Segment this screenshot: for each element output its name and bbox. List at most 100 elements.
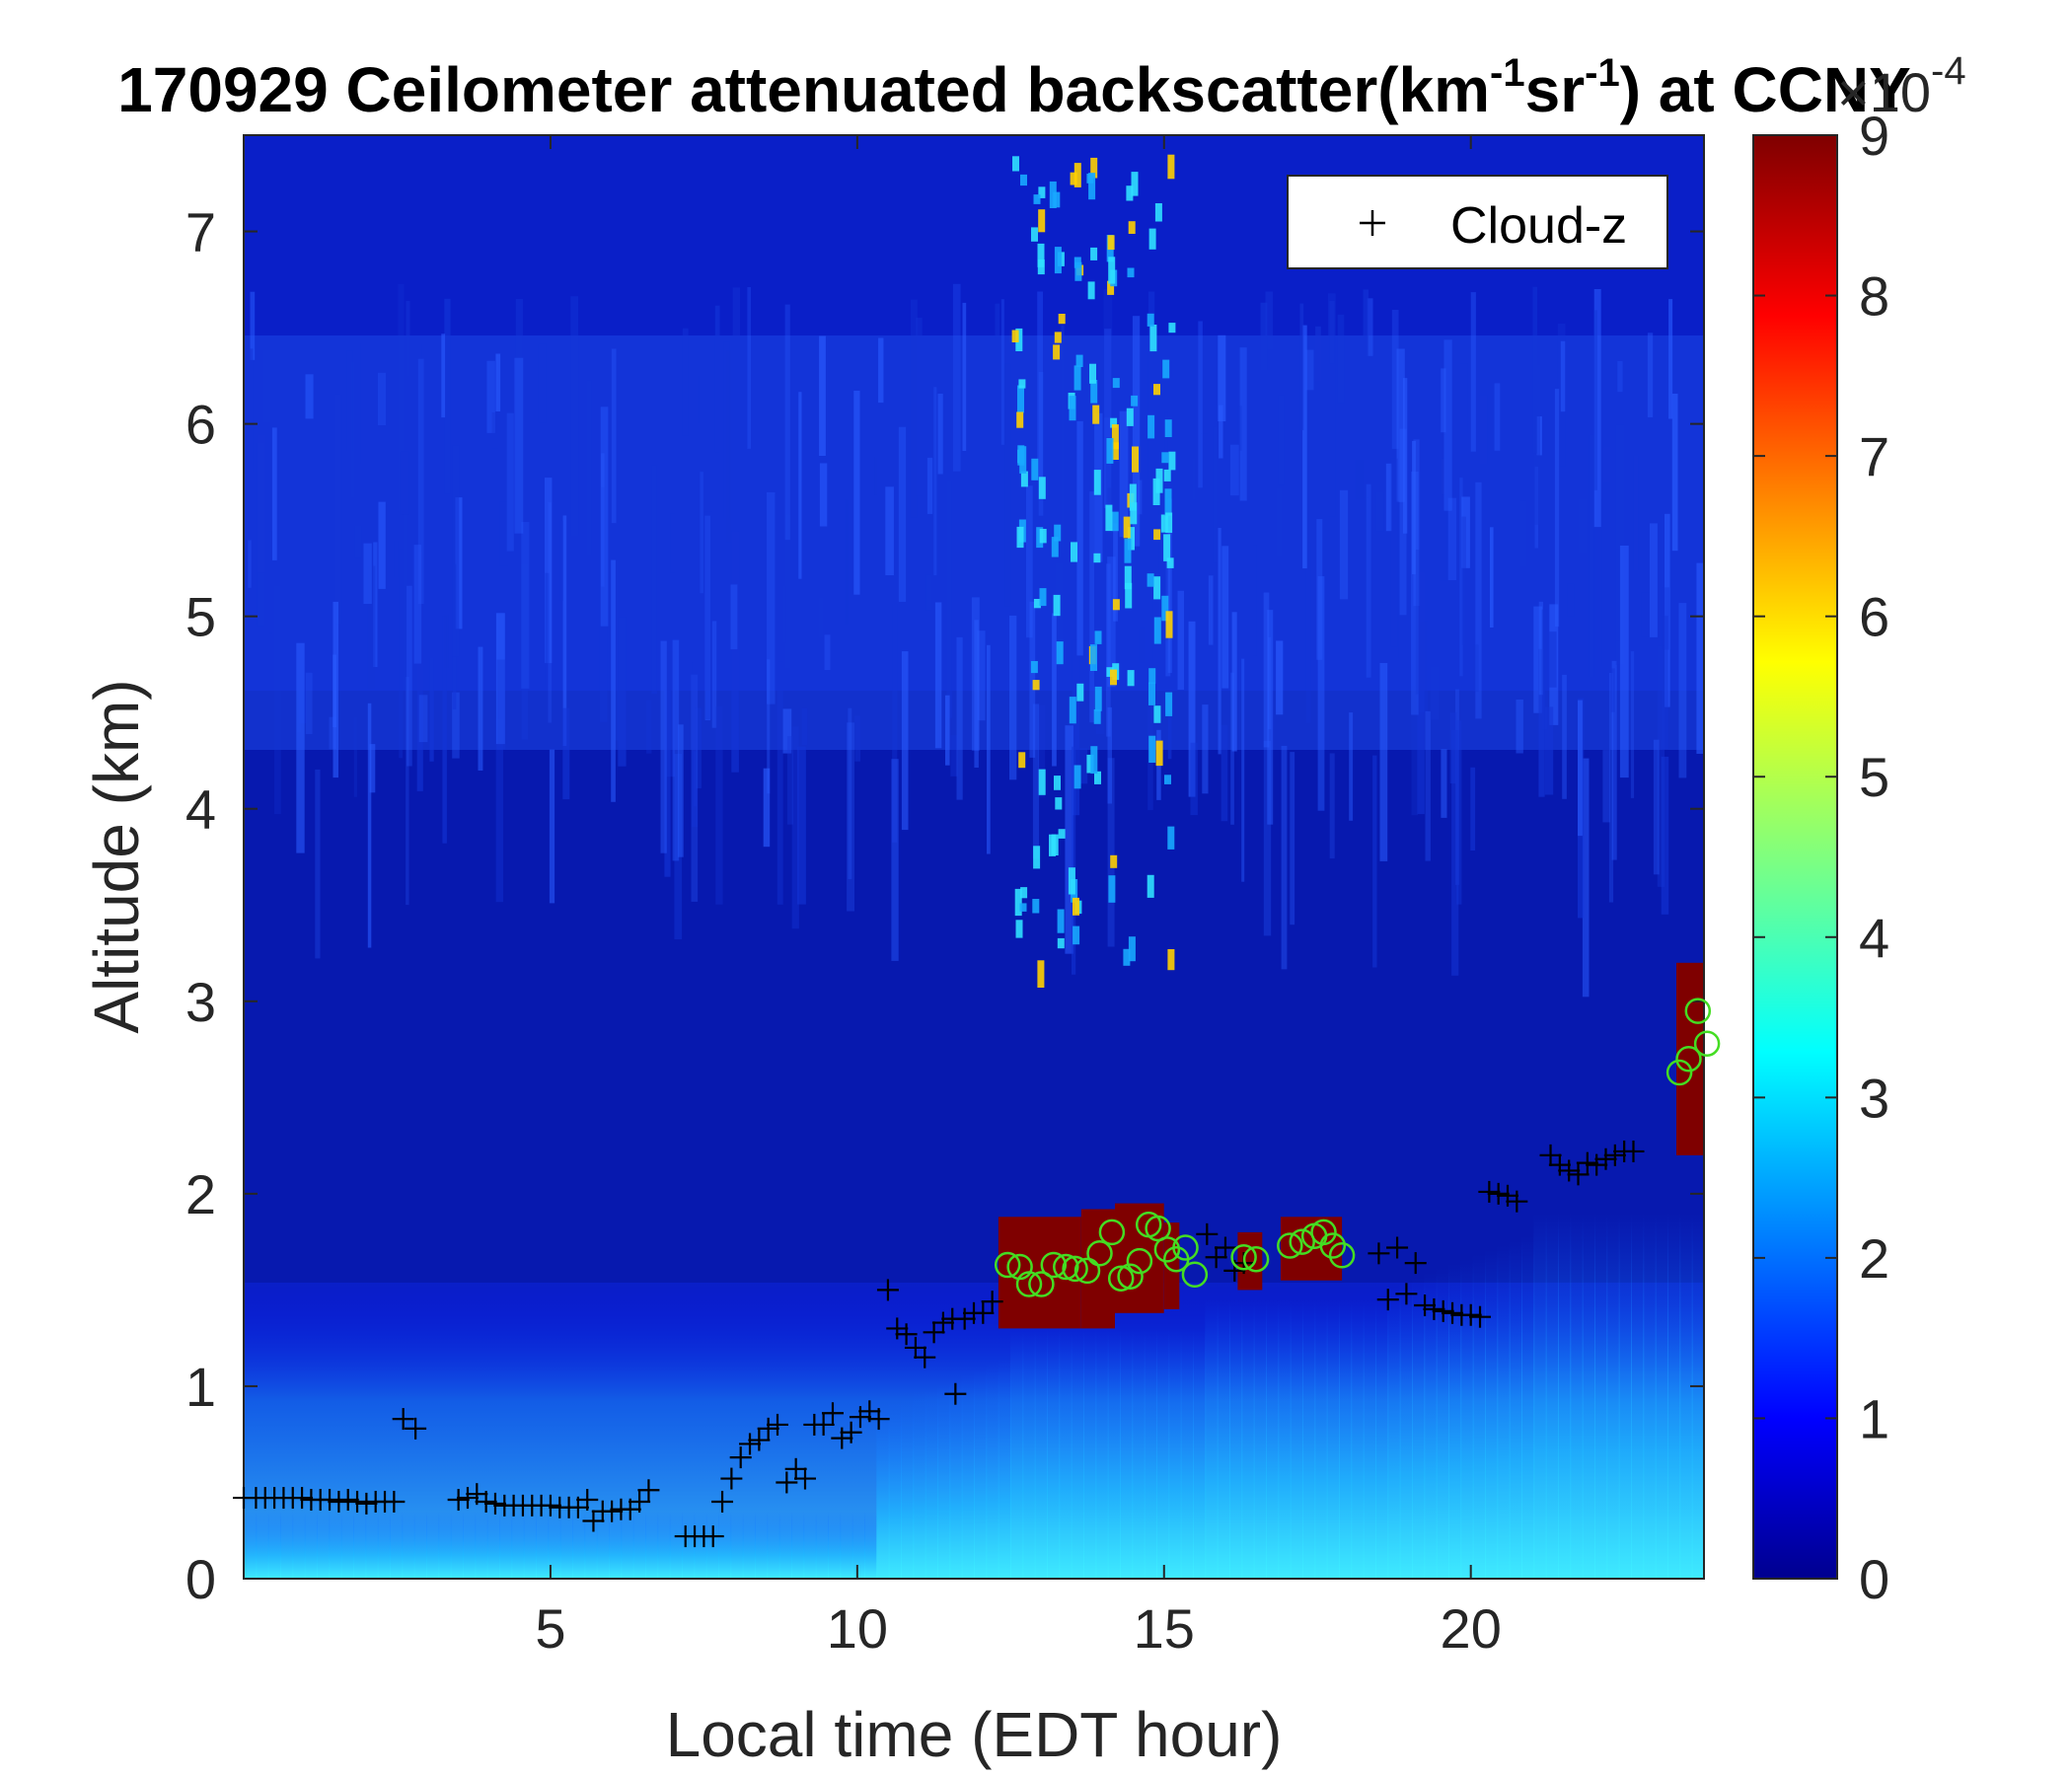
texture-streak xyxy=(1241,658,1245,882)
cloud-z-point xyxy=(953,1307,976,1330)
texture-streak xyxy=(1611,660,1617,860)
texture-streak xyxy=(848,707,852,880)
x-tick-label: 15 xyxy=(1134,1597,1195,1660)
texture-streak xyxy=(1593,289,1601,528)
y-axis-label: Altitude (km) xyxy=(81,679,152,1033)
chart-title: 170929 Ceilometer attenuated backscatter… xyxy=(117,51,1911,125)
aerosol-column xyxy=(1217,1299,1230,1579)
aerosol-column xyxy=(340,1511,354,1579)
colorbar-tick-label: 6 xyxy=(1859,586,1889,648)
texture-streak xyxy=(847,722,854,912)
circle-point xyxy=(1684,998,1712,1024)
cloud-z-markers xyxy=(233,1140,1645,1548)
texture-streak xyxy=(1290,752,1295,925)
texture-streak xyxy=(1557,323,1566,467)
streak-segment xyxy=(1123,948,1131,966)
texture-streak xyxy=(400,451,409,515)
texture-streak xyxy=(570,296,579,537)
aerosol-column xyxy=(1120,1328,1134,1579)
texture-streak xyxy=(413,545,422,664)
cloud-z-point xyxy=(1442,1301,1464,1324)
cloud-z-point xyxy=(1478,1180,1501,1203)
texture-streak xyxy=(704,511,712,720)
texture-streak xyxy=(995,303,1000,338)
aerosol-column xyxy=(1253,1299,1267,1579)
streak-segment xyxy=(1167,154,1175,180)
streak-segment xyxy=(1015,328,1023,351)
streak-segment xyxy=(1111,442,1119,460)
texture-streak xyxy=(925,574,932,611)
streak-segment xyxy=(1088,173,1096,200)
texture-streak xyxy=(1363,289,1369,498)
texture-streak xyxy=(1459,478,1463,677)
texture-streak xyxy=(845,499,849,625)
streak-segment xyxy=(1165,611,1173,638)
texture-streak xyxy=(406,677,409,906)
aerosol-column xyxy=(1193,1328,1207,1579)
texture-streak xyxy=(1078,748,1088,784)
streak-segment xyxy=(1107,235,1115,251)
texture-streak xyxy=(421,343,429,542)
streak-segment xyxy=(1108,257,1116,284)
texture-streak xyxy=(378,501,386,589)
texture-streak xyxy=(1329,753,1335,859)
aerosol-column xyxy=(267,1511,281,1579)
texture-streak xyxy=(977,630,986,721)
texture-streak xyxy=(250,291,256,360)
texture-streak xyxy=(443,614,449,668)
streak-segment xyxy=(1018,379,1026,389)
texture-streak xyxy=(586,380,592,555)
texture-streak xyxy=(545,572,550,685)
texture-streak xyxy=(646,700,652,754)
aerosol-column xyxy=(1326,1299,1340,1579)
texture-streak xyxy=(600,407,609,627)
texture-streak xyxy=(1267,610,1274,825)
cloud-z-point xyxy=(383,1490,406,1513)
streak-segment xyxy=(1076,683,1084,702)
texture-streak xyxy=(1544,706,1554,795)
texture-streak xyxy=(1188,621,1196,797)
aerosol-column xyxy=(1266,1299,1280,1579)
colorbar-tick-label: 9 xyxy=(1859,105,1889,167)
streak-segment xyxy=(1153,576,1161,600)
streak-segment xyxy=(1038,209,1046,233)
streak-segment xyxy=(1147,414,1155,439)
y-tick-label: 1 xyxy=(185,1356,216,1418)
texture-streak xyxy=(1192,458,1196,500)
texture-streak xyxy=(952,283,961,472)
texture-streak xyxy=(934,602,942,749)
texture-streak xyxy=(791,726,799,929)
texture-streak xyxy=(784,304,790,541)
aerosol-column xyxy=(1472,1254,1486,1579)
circle-point xyxy=(1153,1236,1181,1263)
texture-streak xyxy=(1032,703,1040,859)
aerosol-column xyxy=(304,1511,318,1579)
texture-streak xyxy=(1038,705,1046,797)
texture-streak xyxy=(1582,758,1590,998)
texture-streak xyxy=(496,659,506,750)
streak-segment xyxy=(1093,470,1101,495)
texture-streak xyxy=(926,457,933,514)
texture-streak xyxy=(666,650,675,777)
texture-streak xyxy=(1661,756,1669,915)
streak-segment xyxy=(1090,247,1098,260)
texture-streak xyxy=(1263,740,1272,936)
circle-point xyxy=(1242,1245,1270,1273)
texture-streak xyxy=(1441,749,1447,818)
cloud-z-point xyxy=(576,1489,599,1512)
texture-streak xyxy=(1237,406,1242,451)
texture-streak xyxy=(367,565,376,690)
texture-streak xyxy=(874,457,878,495)
texture-streak xyxy=(747,287,751,449)
texture-streak xyxy=(854,715,860,762)
streak-segment xyxy=(1154,203,1162,222)
streak-segment xyxy=(1053,594,1061,617)
streak-segment xyxy=(1126,407,1134,426)
texture-streak xyxy=(971,597,980,751)
cloud-z-point xyxy=(1567,1163,1590,1186)
streak-segment xyxy=(1016,411,1024,428)
texture-streak xyxy=(354,526,362,558)
texture-streak xyxy=(1329,300,1335,364)
cloud-z-point xyxy=(1368,1242,1390,1265)
streak-segment xyxy=(1075,354,1083,367)
